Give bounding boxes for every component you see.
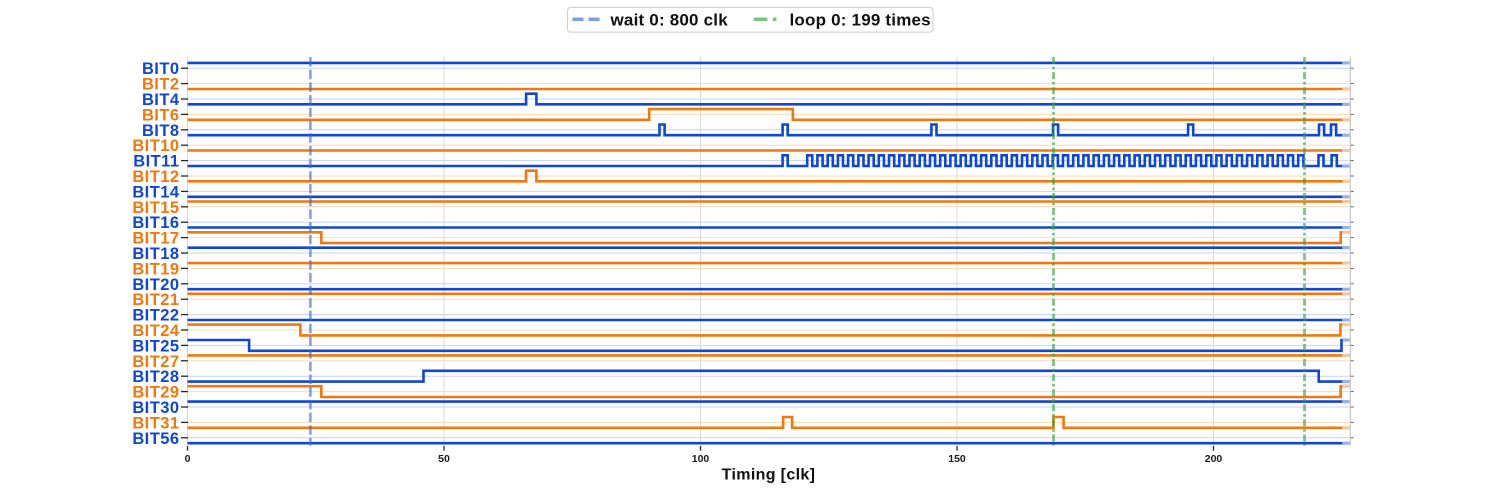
svg-text:BIT2: BIT2 xyxy=(142,76,180,94)
svg-text:BIT25: BIT25 xyxy=(132,337,179,355)
svg-text:BIT19: BIT19 xyxy=(132,260,179,278)
svg-text:wait 0: 800 clk: wait 0: 800 clk xyxy=(610,11,729,30)
svg-text:loop 0: 199 times: loop 0: 199 times xyxy=(790,11,931,30)
svg-text:BIT21: BIT21 xyxy=(132,291,179,309)
svg-text:BIT28: BIT28 xyxy=(132,368,179,386)
svg-text:BIT18: BIT18 xyxy=(132,245,179,263)
svg-text:BIT20: BIT20 xyxy=(132,276,179,294)
svg-text:150: 150 xyxy=(948,453,966,465)
svg-text:100: 100 xyxy=(692,453,710,465)
svg-text:BIT10: BIT10 xyxy=(132,137,179,155)
svg-text:BIT27: BIT27 xyxy=(132,353,179,371)
svg-text:BIT29: BIT29 xyxy=(132,384,179,402)
svg-text:BIT56: BIT56 xyxy=(132,430,179,448)
svg-text:BIT16: BIT16 xyxy=(132,214,179,232)
svg-text:BIT8: BIT8 xyxy=(142,122,180,140)
svg-text:200: 200 xyxy=(1205,453,1223,465)
svg-text:BIT31: BIT31 xyxy=(132,414,179,432)
svg-text:BIT6: BIT6 xyxy=(142,106,180,124)
svg-text:BIT24: BIT24 xyxy=(132,322,180,340)
svg-text:0: 0 xyxy=(185,453,191,465)
svg-text:BIT30: BIT30 xyxy=(132,399,179,417)
svg-text:BIT11: BIT11 xyxy=(133,153,179,171)
svg-text:BIT15: BIT15 xyxy=(132,199,179,217)
svg-text:Timing [clk]: Timing [clk] xyxy=(722,467,816,484)
svg-text:BIT12: BIT12 xyxy=(132,168,179,186)
svg-text:BIT17: BIT17 xyxy=(132,230,179,248)
svg-text:BIT22: BIT22 xyxy=(132,307,179,325)
svg-text:BIT4: BIT4 xyxy=(142,91,180,109)
svg-text:BIT14: BIT14 xyxy=(132,183,180,201)
svg-text:BIT0: BIT0 xyxy=(142,60,180,78)
svg-text:50: 50 xyxy=(438,453,450,465)
